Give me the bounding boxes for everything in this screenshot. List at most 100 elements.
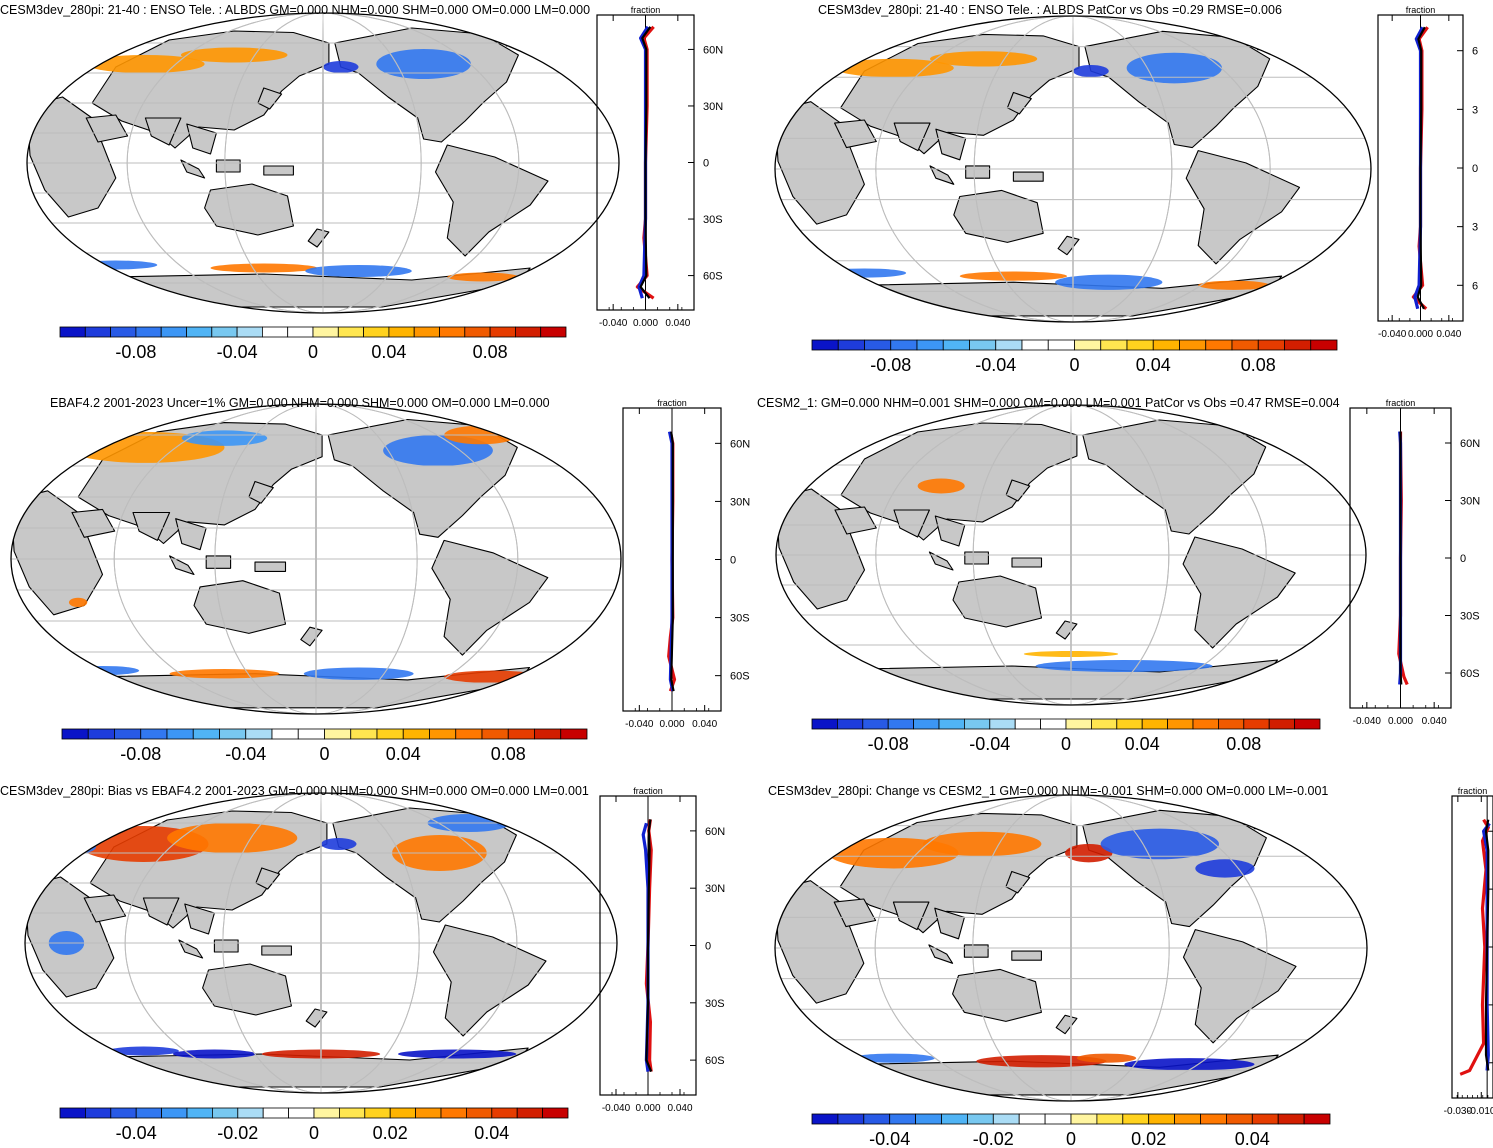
colorbar-swatch bbox=[87, 728, 115, 740]
zonal-mean-line-black bbox=[1399, 431, 1403, 685]
anomaly-patch bbox=[471, 17, 507, 27]
landmass-papua bbox=[1012, 171, 1044, 182]
y-tick-label: 60S bbox=[703, 271, 723, 283]
landmass-samerica bbox=[434, 144, 549, 257]
map-panel-4: CESM2_1: GM=0.000 NHM=0.001 SHM=0.000 OM… bbox=[757, 396, 1367, 706]
colorbar-swatch bbox=[337, 326, 364, 338]
anomaly-patch bbox=[959, 271, 1068, 281]
panel-title: CESM2_1: GM=0.000 NHM=0.001 SHM=0.000 OM… bbox=[757, 396, 1340, 410]
landmass-australia bbox=[204, 183, 294, 236]
colorbar-swatch bbox=[110, 1107, 137, 1119]
zonal-mean-line-black bbox=[645, 819, 653, 1073]
y-tick-label: 0 bbox=[703, 158, 709, 170]
landmass-arabia bbox=[834, 506, 877, 535]
x-tick-label: -0.040 bbox=[602, 1103, 631, 1114]
colorbar-swatch bbox=[262, 1107, 290, 1119]
anomaly-patch bbox=[180, 47, 288, 63]
colorbar-swatch bbox=[1065, 718, 1092, 730]
colorbar-swatch bbox=[439, 326, 466, 338]
landmass-borneo bbox=[965, 165, 991, 179]
landmass-india bbox=[892, 901, 930, 931]
landmass-sumatra bbox=[929, 165, 955, 185]
longitude-gridline bbox=[875, 16, 1271, 322]
colorbar-swatch bbox=[135, 326, 162, 338]
y-tick-label: 60S bbox=[730, 671, 750, 683]
side-plot-xlabel: fraction bbox=[657, 398, 687, 408]
colorbar-swatch bbox=[1294, 718, 1321, 730]
colorbar-tick-label: 0.04 bbox=[474, 1123, 509, 1143]
colorbar-swatch bbox=[1152, 339, 1180, 351]
anomaly-patch bbox=[74, 260, 158, 270]
colorbar-swatch bbox=[1205, 339, 1233, 351]
colorbar-3: -0.08 -0.04 0 0.04 0.08 bbox=[61, 728, 588, 764]
y-tick-label: 0 bbox=[1460, 553, 1466, 565]
map-panel-5: CESM3dev_280pi: Bias vs EBAF4.2 2001-202… bbox=[0, 784, 618, 1094]
y-tick-label: 60N bbox=[730, 438, 750, 450]
anomaly-patch bbox=[323, 61, 359, 73]
landmass-samerica bbox=[1185, 150, 1301, 265]
longitude-gridline bbox=[874, 795, 1268, 1101]
landmass-greenland bbox=[492, 801, 547, 827]
colorbar-swatch bbox=[1044, 1113, 1072, 1125]
y-tick-label: 0 bbox=[705, 941, 711, 953]
zonal-mean-line-black bbox=[639, 26, 652, 299]
map-border bbox=[26, 12, 620, 314]
colorbar-swatch bbox=[1091, 718, 1118, 730]
colorbar-tick-label: 0.04 bbox=[1125, 734, 1160, 754]
colorbar-swatch bbox=[942, 339, 970, 351]
colorbar-swatch bbox=[534, 728, 562, 740]
landmass-greenland bbox=[492, 412, 549, 439]
colorbar-swatch bbox=[1174, 1113, 1201, 1125]
panel-title: CESM3dev_280pi: Bias vs EBAF4.2 2001-202… bbox=[0, 784, 589, 798]
colorbar-swatch bbox=[1070, 1113, 1098, 1125]
colorbar-tick-label: 0.04 bbox=[386, 744, 421, 764]
colorbar-swatch bbox=[992, 1113, 1020, 1125]
anomaly-patch bbox=[851, 1053, 935, 1063]
colorbar-swatch bbox=[261, 326, 289, 338]
zonal-mean-line-red bbox=[1459, 818, 1490, 1076]
colorbar-swatch bbox=[211, 1107, 239, 1119]
colorbar-swatch bbox=[507, 728, 535, 740]
colorbar-swatch bbox=[364, 1107, 391, 1119]
colorbar-swatch bbox=[440, 1107, 467, 1119]
longitude-gridline bbox=[972, 795, 1170, 1101]
colorbar-swatch bbox=[312, 326, 339, 338]
colorbar-tick-label: 0 bbox=[319, 744, 329, 764]
colorbar-swatch bbox=[271, 728, 299, 740]
colorbar-swatch bbox=[350, 728, 378, 740]
colorbar-swatch bbox=[1257, 339, 1285, 351]
landmass-australia bbox=[202, 963, 292, 1016]
colorbar-swatch bbox=[1167, 718, 1194, 730]
colorbar-tick-label: 0.08 bbox=[473, 342, 508, 362]
x-tick-label: 0.000 bbox=[659, 719, 684, 730]
anomaly-patch bbox=[1073, 64, 1109, 78]
colorbar-tick-label: 0.08 bbox=[1241, 355, 1276, 375]
colorbar-swatch bbox=[811, 1113, 839, 1125]
zonal-mean-plot-5: fraction -0.040 0.000 0.040 60N 30N 0 30S 60S bbox=[599, 786, 725, 1114]
landmass-sumatra bbox=[180, 159, 206, 179]
colorbar-swatch bbox=[211, 326, 238, 338]
colorbar-swatch bbox=[114, 728, 142, 740]
y-tick-label: 30S bbox=[705, 998, 725, 1010]
landmass-samerica bbox=[431, 539, 549, 656]
y-tick-label: 60N bbox=[705, 826, 725, 838]
y-tick-label: 6 bbox=[1472, 46, 1478, 58]
colorbar-swatch bbox=[1303, 1113, 1331, 1125]
landmass-arabia bbox=[71, 508, 116, 538]
landmass-seasia bbox=[935, 128, 967, 161]
anomaly-patch bbox=[917, 478, 965, 494]
colorbar-swatch bbox=[429, 728, 457, 740]
longitude-gridline bbox=[973, 16, 1173, 322]
colorbar-swatch bbox=[969, 339, 997, 351]
colorbar-swatch bbox=[1277, 1113, 1305, 1125]
zonal-mean-plot-2: fraction -0.040 0.000 0.040 6 3 0 3 6 bbox=[1377, 5, 1478, 340]
panel-title: CESM3dev_280pi: 21-40 : ENSO Tele. : ALB… bbox=[0, 3, 590, 17]
map-panel-2: CESM3dev_280pi: 21-40 : ENSO Tele. : ALB… bbox=[774, 3, 1372, 323]
colorbar-tick-label: -0.02 bbox=[973, 1129, 1014, 1148]
colorbar-swatch bbox=[489, 326, 516, 338]
longitude-gridline bbox=[222, 793, 420, 1093]
x-tick-label: 0.000 bbox=[1408, 329, 1433, 340]
zonal-mean-plot-1: fraction -0.040 0.000 0.040 60N 30N 0 30S 60S bbox=[596, 5, 723, 329]
anomaly-patch bbox=[167, 823, 298, 853]
colorbar-swatch bbox=[941, 1113, 968, 1125]
